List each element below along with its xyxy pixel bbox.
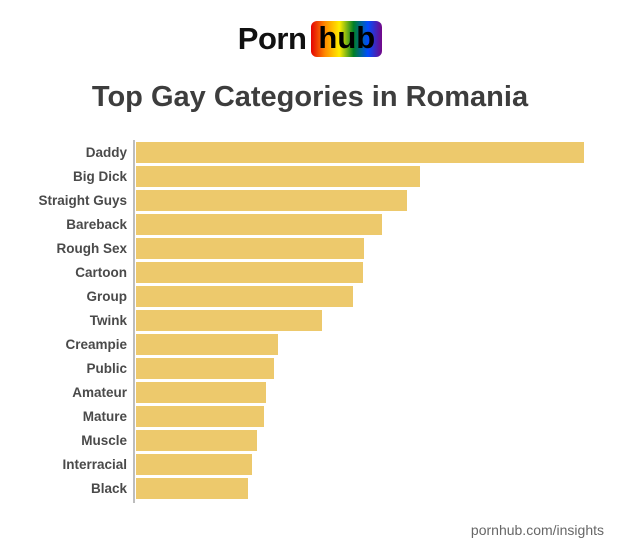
category-label: Amateur xyxy=(72,385,127,400)
chart-row: Cartoon xyxy=(0,262,620,283)
chart-row: Daddy xyxy=(0,142,620,163)
chart-row: Big Dick xyxy=(0,166,620,187)
pornhub-logo: Porn hub xyxy=(0,20,620,58)
chart-row: Group xyxy=(0,286,620,307)
logo-hub-pride-badge: hub xyxy=(311,21,383,57)
chart-row: Amateur xyxy=(0,382,620,403)
bar-track xyxy=(136,430,584,451)
footer-url: pornhub.com/insights xyxy=(470,522,604,538)
bar xyxy=(136,262,364,283)
category-label: Creampie xyxy=(65,337,127,352)
category-label: Twink xyxy=(89,313,127,328)
bar-track xyxy=(136,334,584,355)
bar-track xyxy=(136,478,584,499)
category-label: Public xyxy=(86,361,127,376)
bar xyxy=(136,166,421,187)
category-label: Big Dick xyxy=(72,169,127,184)
chart-row: Bareback xyxy=(0,214,620,235)
bar-track xyxy=(136,142,584,163)
bar xyxy=(136,430,258,451)
bar xyxy=(136,478,249,499)
category-label: Interracial xyxy=(62,457,127,472)
bar xyxy=(136,190,407,211)
chart-row: Interracial xyxy=(0,454,620,475)
category-label: Daddy xyxy=(85,145,127,160)
category-label: Black xyxy=(90,481,127,496)
chart-row: Twink xyxy=(0,310,620,331)
chart-row: Straight Guys xyxy=(0,190,620,211)
bar xyxy=(136,454,253,475)
bar xyxy=(136,214,383,235)
bar-track xyxy=(136,382,584,403)
bar-track xyxy=(136,286,584,307)
category-label: Cartoon xyxy=(75,265,127,280)
bar-track xyxy=(136,406,584,427)
bar-track xyxy=(136,214,584,235)
category-label: Rough Sex xyxy=(56,241,127,256)
chart-row: Black xyxy=(0,478,620,499)
category-label: Group xyxy=(86,289,128,304)
chart-row: Muscle xyxy=(0,430,620,451)
category-label: Muscle xyxy=(81,433,127,448)
bar-track xyxy=(136,310,584,331)
bar xyxy=(136,286,353,307)
chart-row: Mature xyxy=(0,406,620,427)
bar xyxy=(136,334,279,355)
bar-chart: Daddy Big Dick Straight Guys Bareback Ro… xyxy=(0,140,620,503)
bar xyxy=(136,382,266,403)
chart-row: Creampie xyxy=(0,334,620,355)
bar-track xyxy=(136,358,584,379)
category-label: Mature xyxy=(82,409,127,424)
bar xyxy=(136,406,265,427)
bar xyxy=(136,310,323,331)
chart-rows: Daddy Big Dick Straight Guys Bareback Ro… xyxy=(0,142,620,499)
bar-track xyxy=(136,238,584,259)
bar xyxy=(136,142,584,163)
logo-text-porn: Porn xyxy=(237,21,307,56)
y-axis-line xyxy=(133,140,135,503)
bar xyxy=(136,238,365,259)
chart-row: Public xyxy=(0,358,620,379)
bar-track xyxy=(136,166,584,187)
bar-track xyxy=(136,454,584,475)
chart-row: Rough Sex xyxy=(0,238,620,259)
page-title: Top Gay Categories in Romania xyxy=(91,81,529,113)
bar-track xyxy=(136,262,584,283)
bar xyxy=(136,358,274,379)
category-label: Bareback xyxy=(66,217,127,232)
category-label: Straight Guys xyxy=(38,193,127,208)
bar-track xyxy=(136,190,584,211)
